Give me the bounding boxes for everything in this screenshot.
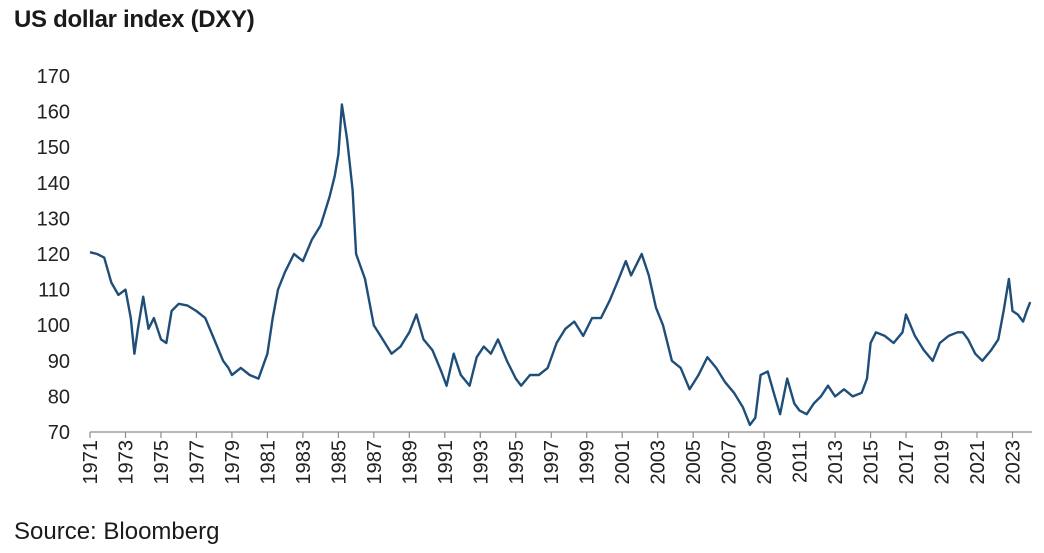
y-tick-label: 90 [48, 351, 70, 373]
x-tick-label: 1999 [577, 440, 599, 485]
y-tick-label: 110 [38, 280, 70, 302]
x-tick-label: 1995 [506, 440, 528, 485]
y-tick-label: 140 [37, 173, 70, 195]
x-axis: 1971 1973 1975 1977 1979 1981 1983 1985 1987 1989… [80, 431, 1032, 485]
x-tick-label: 1997 [541, 440, 563, 485]
x-tick-label: 2011 [790, 440, 812, 483]
x-tick-label: 1973 [115, 440, 137, 485]
source-note: Source: Bloomberg [14, 518, 220, 545]
x-tick-label: 1991 [435, 440, 457, 485]
x-tick-label: 1983 [293, 440, 315, 485]
x-tick-label: 1989 [399, 440, 421, 485]
y-tick-label: 130 [37, 208, 70, 230]
x-tick-label: 1987 [364, 440, 386, 485]
y-tick-label: 100 [37, 315, 70, 337]
x-tick-label: 2001 [612, 440, 634, 485]
chart-title: US dollar index (DXY) [14, 6, 255, 33]
x-tick-label: 1993 [470, 440, 492, 485]
x-tick-label: 1985 [328, 440, 350, 485]
x-tick-label: 2007 [719, 440, 741, 485]
x-tick-label: 2021 [967, 440, 989, 485]
x-tick-label: 2009 [754, 440, 776, 485]
series-line-dxy [89, 103, 1032, 427]
y-tick-label: 120 [37, 244, 70, 266]
y-tick-label: 80 [48, 386, 70, 408]
x-tick-label: 1971 [80, 440, 102, 485]
x-tick-label: 1981 [257, 440, 279, 485]
x-tick-label: 2023 [1002, 440, 1024, 485]
x-tick-label: 2003 [648, 440, 670, 485]
x-tick-label: 2013 [825, 440, 847, 485]
y-tick-label: 70 [48, 422, 70, 444]
x-tick-label: 2019 [932, 440, 954, 485]
y-axis: 70 80 90 100 110 120 130 140 150 160 170 [37, 66, 70, 444]
x-tick-label: 1979 [222, 440, 244, 485]
y-tick-label: 160 [37, 102, 70, 124]
y-tick-label: 150 [37, 137, 70, 159]
y-tick-label: 170 [37, 66, 70, 88]
x-tick-label: 2015 [861, 440, 883, 485]
x-tick-label: 2017 [896, 440, 918, 485]
x-tick-label: 1975 [151, 440, 173, 485]
x-tick-label: 1977 [186, 440, 208, 485]
x-tick-label: 2005 [683, 440, 705, 485]
